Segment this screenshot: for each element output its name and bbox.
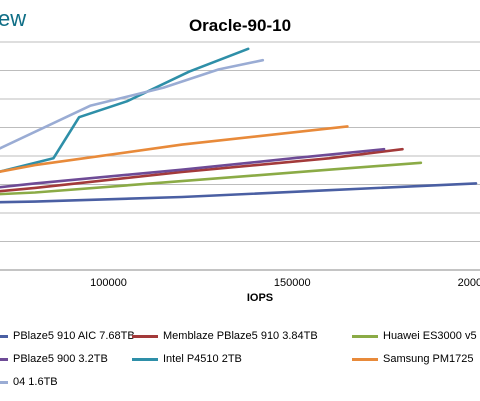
legend-label: PBlaze5 910 AIC 7.68TB xyxy=(13,330,135,342)
series-line xyxy=(0,47,250,173)
legend-item: 04 1.6TB xyxy=(0,376,58,388)
legend-label: Memblaze PBlaze5 910 3.84TB xyxy=(163,330,318,342)
legend-label: Huawei ES3000 v5 xyxy=(383,330,477,342)
legend-swatch xyxy=(132,357,158,361)
series-line xyxy=(0,147,386,189)
legend-label: Intel P4510 2TB xyxy=(163,353,242,365)
legend-label: PBlaze5 900 3.2TB xyxy=(13,353,108,365)
series-line xyxy=(0,58,265,150)
series-line xyxy=(0,147,404,193)
legend-swatch xyxy=(132,334,158,338)
legend-label: Samsung PM1725 xyxy=(383,353,474,365)
legend-swatch xyxy=(0,380,8,384)
legend-item: Huawei ES3000 v5 xyxy=(352,330,477,342)
legend-swatch xyxy=(0,357,8,361)
x-tick-label: 200000 xyxy=(458,277,480,289)
x-tick-label: 100000 xyxy=(90,277,127,289)
legend-item: PBlaze5 910 AIC 7.68TB xyxy=(0,330,135,342)
legend-item: PBlaze5 900 3.2TB xyxy=(0,353,108,365)
legend-item: Samsung PM1725 xyxy=(352,353,474,365)
chart-title: Oracle-90-10 xyxy=(188,16,292,35)
legend-swatch xyxy=(352,357,378,361)
series-lines xyxy=(0,47,478,204)
series-line xyxy=(0,125,349,173)
x-tick-labels: 50000100000150000200000 xyxy=(90,277,480,289)
series-line xyxy=(0,161,423,196)
legend: PBlaze5 910 AIC 7.68TB Memblaze PBlaze5 … xyxy=(0,318,480,398)
legend-swatch xyxy=(352,334,378,338)
legend-item: Intel P4510 2TB xyxy=(132,353,242,365)
legend-label: 04 1.6TB xyxy=(13,376,58,388)
series-line xyxy=(0,182,478,204)
legend-swatch xyxy=(0,334,8,338)
gridlines xyxy=(0,41,480,271)
x-axis-label: IOPS xyxy=(246,292,274,304)
watermark-text: ew xyxy=(0,6,27,31)
legend-item: Memblaze PBlaze5 910 3.84TB xyxy=(132,330,318,342)
x-tick-label: 150000 xyxy=(274,277,311,289)
